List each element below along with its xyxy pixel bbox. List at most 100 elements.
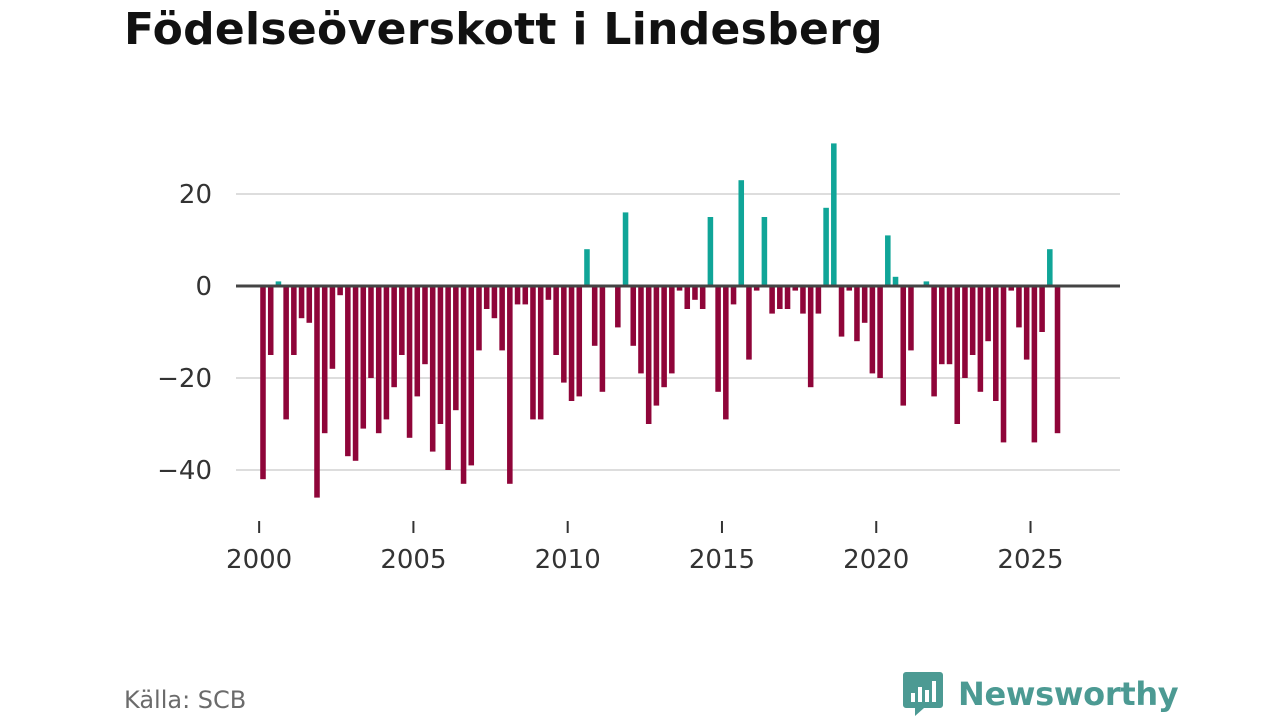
bar — [298, 286, 305, 319]
bar — [777, 286, 783, 309]
bar — [746, 286, 752, 360]
bar — [854, 286, 860, 342]
bar — [1000, 286, 1007, 443]
bar — [615, 286, 621, 328]
bar — [939, 286, 945, 365]
bar — [908, 286, 914, 351]
x-tick-label: 2010 — [535, 545, 601, 575]
bar — [1008, 286, 1015, 291]
bar — [553, 286, 559, 355]
bar — [954, 286, 961, 424]
bar — [306, 286, 313, 323]
bar — [530, 286, 536, 420]
bar — [345, 286, 351, 457]
bar — [360, 286, 367, 429]
source-note: Källa: SCB — [124, 686, 247, 714]
bar — [591, 286, 598, 346]
bar — [491, 286, 498, 319]
brand-name: Newsworthy — [958, 675, 1179, 713]
bar — [522, 286, 529, 305]
bar — [838, 286, 845, 337]
bar — [846, 286, 853, 291]
bar — [792, 286, 799, 291]
bar — [260, 286, 266, 480]
bar — [676, 286, 683, 291]
y-tick-label: 20 — [179, 180, 212, 210]
bar — [1047, 249, 1053, 286]
y-tick-label: 0 — [195, 272, 212, 302]
bar — [723, 286, 729, 420]
bar — [468, 286, 475, 466]
bar — [715, 286, 721, 392]
x-tick-label: 2025 — [997, 545, 1063, 575]
bar — [969, 286, 976, 355]
bar — [584, 249, 590, 286]
bar — [314, 286, 320, 498]
bar — [321, 286, 328, 434]
bar — [769, 286, 775, 314]
bar — [476, 286, 482, 351]
bar — [699, 286, 706, 309]
bar — [375, 286, 382, 434]
bar — [460, 286, 467, 484]
bar — [900, 286, 907, 406]
bar — [561, 286, 567, 383]
bar — [507, 286, 513, 484]
bar — [800, 286, 806, 314]
y-tick-label: −20 — [157, 364, 212, 394]
x-tick-label: 2005 — [380, 545, 446, 575]
bar — [399, 286, 405, 355]
bar — [730, 286, 737, 305]
bar — [630, 286, 637, 346]
bar-chart-speech-bubble-icon — [903, 672, 943, 716]
bars — [260, 143, 1061, 498]
bar — [483, 286, 490, 309]
bar — [499, 286, 505, 351]
bar — [861, 286, 868, 323]
bar — [368, 286, 374, 378]
bar — [1023, 286, 1030, 360]
bar — [869, 286, 876, 374]
bar — [422, 286, 428, 365]
bar — [514, 286, 521, 305]
bar — [1039, 286, 1045, 332]
bar — [291, 286, 297, 355]
bar — [622, 212, 629, 286]
bar — [545, 286, 552, 300]
bar — [761, 217, 768, 286]
bar — [946, 286, 953, 365]
bar — [985, 286, 991, 342]
bar — [445, 286, 451, 470]
bar — [815, 286, 822, 314]
bar — [599, 286, 606, 392]
x-tick-label: 2015 — [689, 545, 755, 575]
bar — [653, 286, 660, 406]
bar — [337, 286, 343, 296]
bar — [537, 286, 544, 420]
bar — [753, 286, 760, 291]
bar — [437, 286, 444, 424]
bar — [661, 286, 667, 388]
bar — [738, 180, 745, 286]
bar — [645, 286, 652, 424]
grid-lines — [236, 193, 1120, 471]
y-tick-label: −40 — [157, 456, 212, 486]
bar — [977, 286, 984, 392]
x-tick-label: 2020 — [843, 545, 909, 575]
bar — [275, 281, 282, 286]
bar — [692, 286, 698, 300]
x-tick-label: 2000 — [226, 545, 292, 575]
bar — [669, 286, 675, 374]
bar — [576, 286, 583, 397]
bar — [414, 286, 421, 397]
bar — [1016, 286, 1022, 328]
bar — [267, 286, 274, 355]
bar — [962, 286, 968, 378]
bar — [885, 235, 891, 286]
bar — [892, 276, 899, 286]
bar — [993, 286, 999, 401]
bar — [329, 286, 336, 369]
bar — [931, 286, 937, 397]
bar — [707, 217, 714, 286]
